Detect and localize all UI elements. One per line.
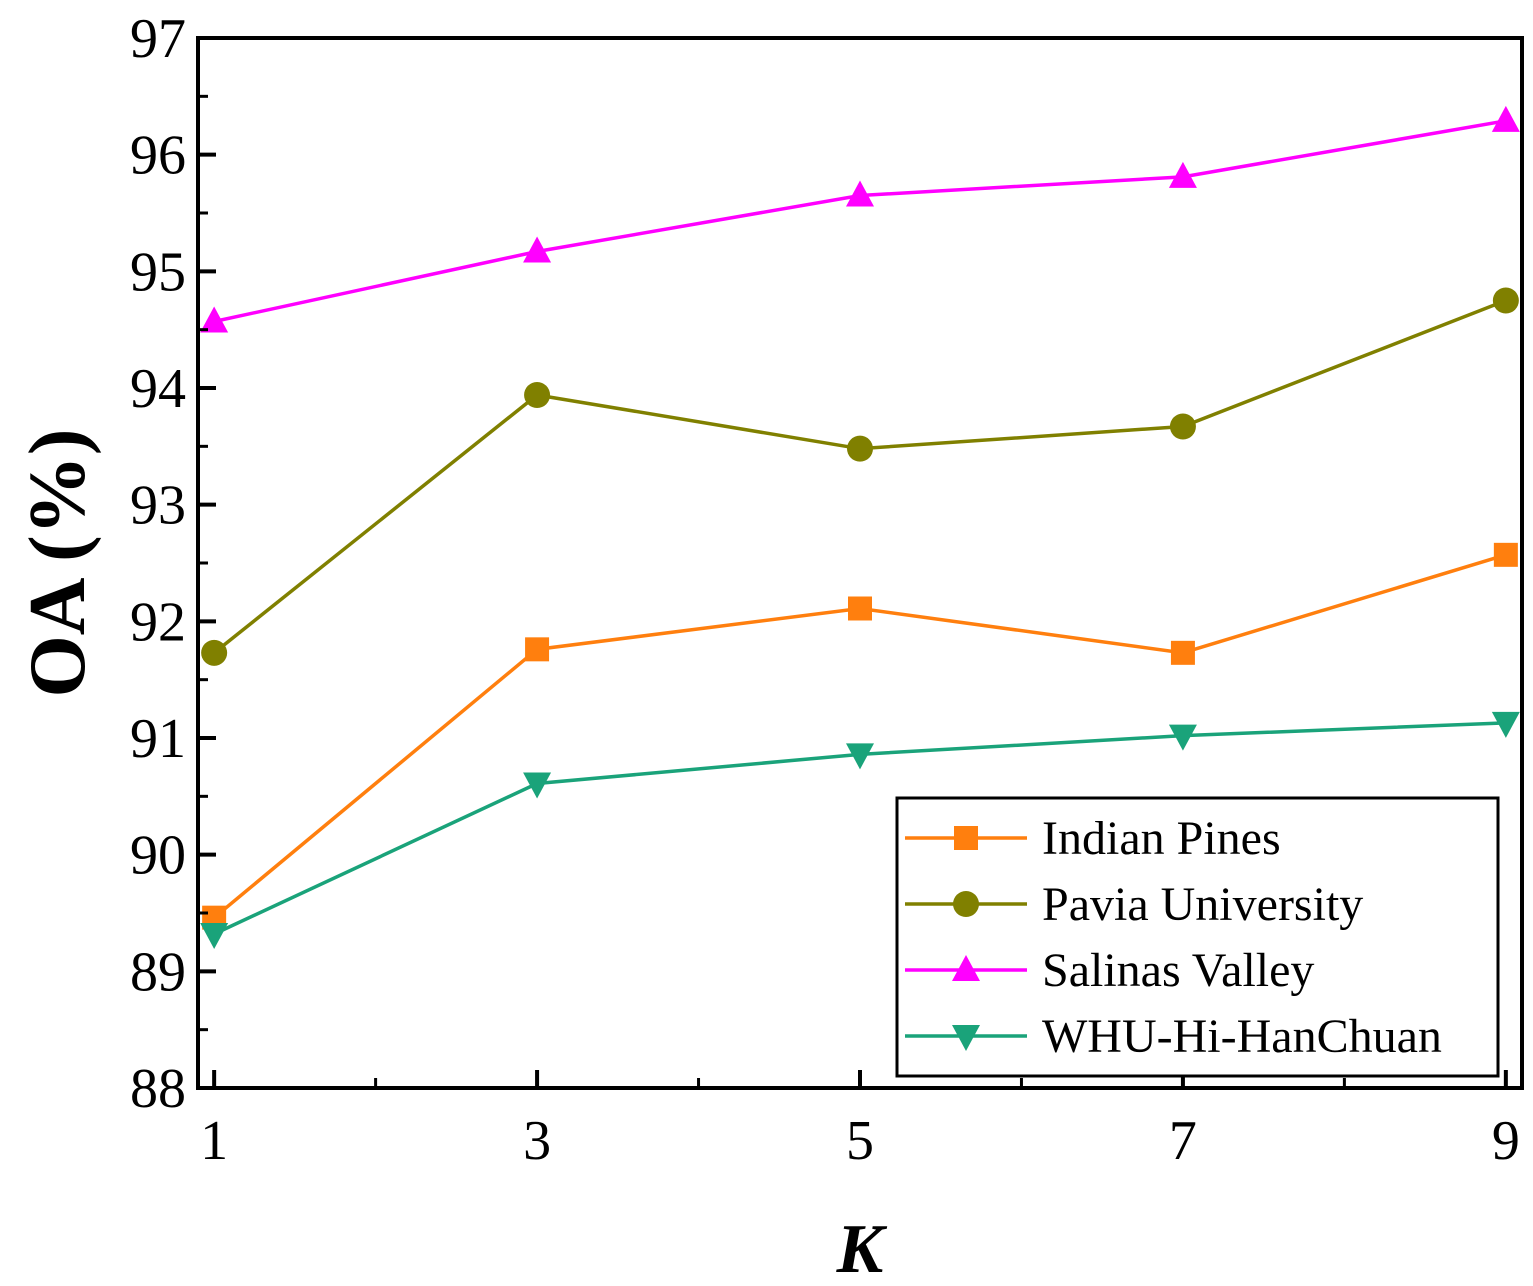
data-point-pavia-university	[524, 382, 551, 408]
data-point-whu-hi-hanchuan	[200, 923, 229, 949]
data-point-pavia-university	[201, 639, 228, 666]
legend-marker-whu-hi-hanchuan	[952, 1025, 980, 1051]
legend-marker-pavia-university	[953, 891, 979, 917]
series-line-salinas-valley	[213, 119, 1507, 324]
y-tick-label: 88	[130, 1058, 186, 1120]
data-point-whu-hi-hanchuan	[1168, 724, 1197, 751]
data-point-indian-pines	[1170, 640, 1195, 665]
legend-marker-indian-pines	[954, 826, 978, 850]
data-point-salinas-valley	[1168, 161, 1197, 188]
legend-label: WHU-Hi-HanChuan	[1042, 1010, 1442, 1063]
y-axis-title: OA (%)	[14, 429, 102, 698]
data-point-pavia-university	[1169, 413, 1196, 440]
data-point-indian-pines	[848, 596, 872, 621]
y-tick-label: 89	[130, 941, 186, 1003]
data-point-salinas-valley	[200, 306, 229, 333]
legend-box	[895, 796, 1500, 1078]
data-point-salinas-valley	[523, 236, 552, 263]
legend-label: Indian Pines	[1042, 812, 1281, 865]
y-tick-label: 93	[130, 475, 186, 537]
legend-marker-salinas-valley	[952, 955, 980, 981]
axes: 88 89 90 91 92 93 94 95 96 97 1 3 5 7 9	[130, 8, 1524, 1172]
y-tick-label: 95	[130, 241, 186, 303]
y-tick-label: 92	[130, 591, 186, 653]
data-point-indian-pines	[525, 637, 550, 662]
plot-area	[200, 105, 1520, 949]
data-point-salinas-valley	[846, 180, 874, 207]
y-tick-label: 96	[130, 125, 186, 187]
x-tick-label: 1	[200, 1110, 228, 1172]
y-tick-label: 91	[130, 708, 186, 770]
legend-label: Pavia University	[1042, 878, 1363, 931]
data-point-whu-hi-hanchuan	[1491, 711, 1520, 738]
y-tick-label: 90	[130, 825, 186, 887]
x-tick-label: 3	[523, 1110, 551, 1172]
data-point-pavia-university	[1492, 287, 1519, 314]
y-tick-label: 97	[130, 8, 186, 70]
legend-label: Salinas Valley	[1042, 944, 1314, 997]
x-tick-label: 9	[1492, 1110, 1520, 1172]
data-point-indian-pines	[1493, 542, 1518, 567]
data-point-salinas-valley	[1491, 105, 1520, 132]
data-point-pavia-university	[847, 435, 873, 462]
data-point-whu-hi-hanchuan	[523, 772, 552, 799]
x-axis-title: K	[836, 1211, 888, 1286]
x-tick-label: 7	[1169, 1110, 1197, 1172]
x-tick-label: 5	[846, 1110, 874, 1172]
y-tick-label: 94	[130, 358, 186, 420]
legend: Indian Pines Pavia University Salinas Vall…	[895, 796, 1500, 1078]
data-point-whu-hi-hanchuan	[846, 743, 874, 770]
